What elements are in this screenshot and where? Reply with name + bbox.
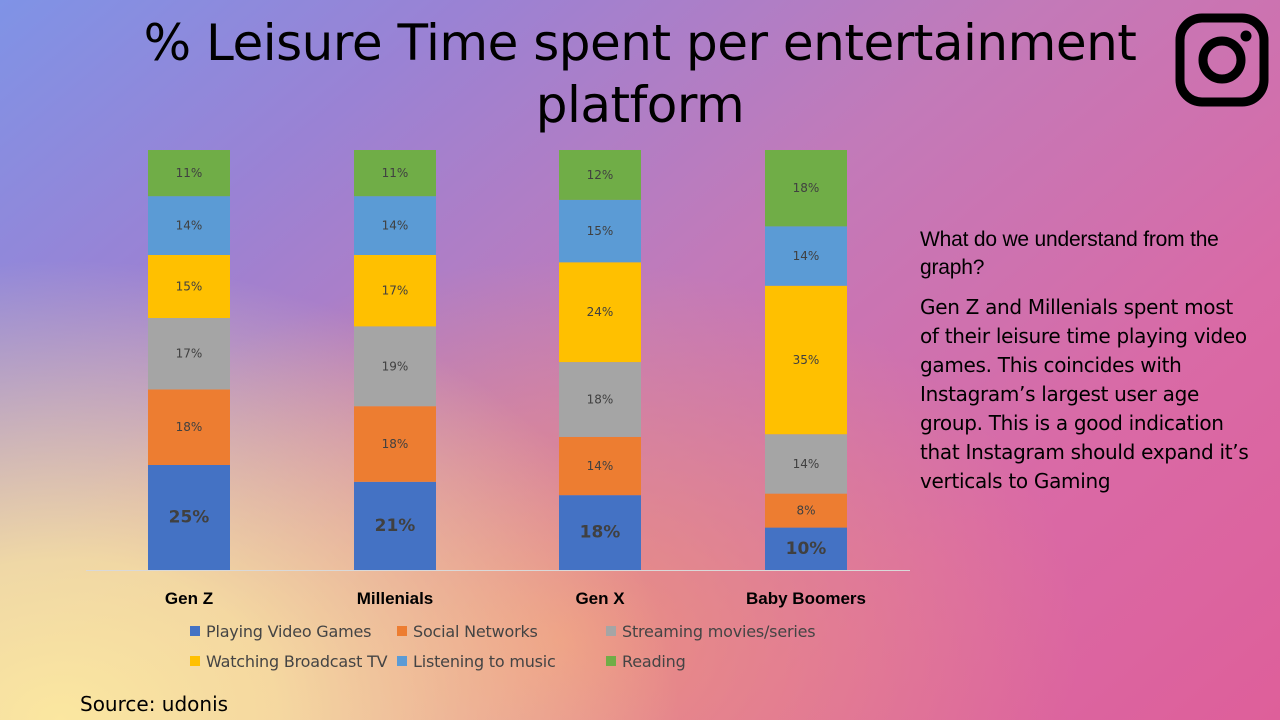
bar-segment bbox=[765, 434, 847, 494]
bar-segment bbox=[559, 150, 641, 200]
bar-segment bbox=[354, 196, 436, 255]
legend-label: Watching Broadcast TV bbox=[206, 652, 388, 671]
legend-item: Reading bbox=[606, 652, 686, 671]
data-label: 14% bbox=[176, 219, 203, 233]
data-label: 14% bbox=[793, 457, 820, 471]
data-label: 19% bbox=[382, 359, 409, 373]
bar-segment bbox=[765, 285, 847, 435]
data-label: 24% bbox=[587, 305, 614, 319]
x-tick-label: Baby Boomers bbox=[746, 589, 866, 608]
bar-segment bbox=[148, 196, 230, 255]
data-label: 12% bbox=[587, 168, 614, 182]
bar-segment bbox=[354, 150, 436, 197]
page-title: % Leisure Time spent per entertainment p… bbox=[143, 14, 1137, 134]
data-label: 8% bbox=[796, 504, 815, 518]
bar-segment bbox=[354, 481, 436, 570]
data-label: 10% bbox=[786, 539, 827, 559]
data-label: 17% bbox=[176, 347, 203, 361]
data-label: 14% bbox=[587, 459, 614, 473]
source-note: Source: udonis bbox=[80, 692, 229, 716]
bar-segment bbox=[148, 255, 230, 318]
data-label: 17% bbox=[382, 284, 409, 298]
legend-swatch bbox=[606, 626, 616, 636]
data-label: 35% bbox=[793, 353, 820, 367]
legend-swatch bbox=[190, 626, 200, 636]
bar-segment bbox=[559, 495, 641, 570]
data-label: 14% bbox=[382, 219, 409, 233]
bar-segment bbox=[354, 326, 436, 407]
bar-segment bbox=[559, 362, 641, 437]
data-label: 18% bbox=[176, 420, 203, 434]
data-label: 14% bbox=[793, 249, 820, 263]
legend-item: Watching Broadcast TV bbox=[190, 652, 388, 671]
instagram-icon bbox=[1175, 13, 1269, 107]
insight-heading: What do we understand from the graph? bbox=[920, 228, 1219, 279]
data-label: 21% bbox=[375, 516, 416, 536]
insight-panel: What do we understand from the graph? Ge… bbox=[920, 226, 1250, 496]
legend-label: Social Networks bbox=[413, 622, 538, 641]
data-label: 18% bbox=[580, 523, 621, 543]
data-label: 18% bbox=[793, 181, 820, 195]
legend-swatch bbox=[397, 656, 407, 666]
data-label: 11% bbox=[176, 166, 203, 180]
legend-label: Playing Video Games bbox=[206, 622, 372, 641]
legend-swatch bbox=[190, 656, 200, 666]
bar-segment bbox=[148, 150, 230, 197]
data-label: 18% bbox=[587, 393, 614, 407]
bar-segment bbox=[148, 318, 230, 390]
legend-item: Social Networks bbox=[397, 622, 538, 641]
bar-segment bbox=[765, 527, 847, 570]
data-label: 15% bbox=[176, 280, 203, 294]
bar-segment bbox=[559, 436, 641, 496]
bar-segment bbox=[354, 255, 436, 327]
x-tick-label: Millenials bbox=[357, 589, 434, 608]
legend-item: Listening to music bbox=[397, 652, 556, 671]
data-label: 15% bbox=[587, 224, 614, 238]
bar-segment bbox=[765, 150, 847, 227]
bar-segment bbox=[765, 493, 847, 528]
bar-segment bbox=[148, 389, 230, 465]
bar-segment bbox=[765, 226, 847, 286]
insight-body: Gen Z and Millenials spent most of their… bbox=[920, 295, 1249, 493]
legend-swatch bbox=[397, 626, 407, 636]
legend-label: Reading bbox=[622, 652, 686, 671]
bar-segment bbox=[148, 465, 230, 570]
bar-segment bbox=[354, 406, 436, 482]
data-label: 11% bbox=[382, 166, 409, 180]
legend-swatch bbox=[606, 656, 616, 666]
x-tick-label: Gen Z bbox=[165, 589, 213, 608]
legend-label: Listening to music bbox=[413, 652, 556, 671]
bar-segment bbox=[559, 262, 641, 363]
legend-item: Streaming movies/series bbox=[606, 622, 816, 641]
legend-item: Playing Video Games bbox=[190, 622, 371, 641]
legend-label: Streaming movies/series bbox=[622, 622, 816, 641]
data-label: 18% bbox=[382, 437, 409, 451]
x-tick-label: Gen X bbox=[575, 589, 625, 608]
data-label: 25% bbox=[169, 508, 210, 528]
bar-segment bbox=[559, 199, 641, 263]
